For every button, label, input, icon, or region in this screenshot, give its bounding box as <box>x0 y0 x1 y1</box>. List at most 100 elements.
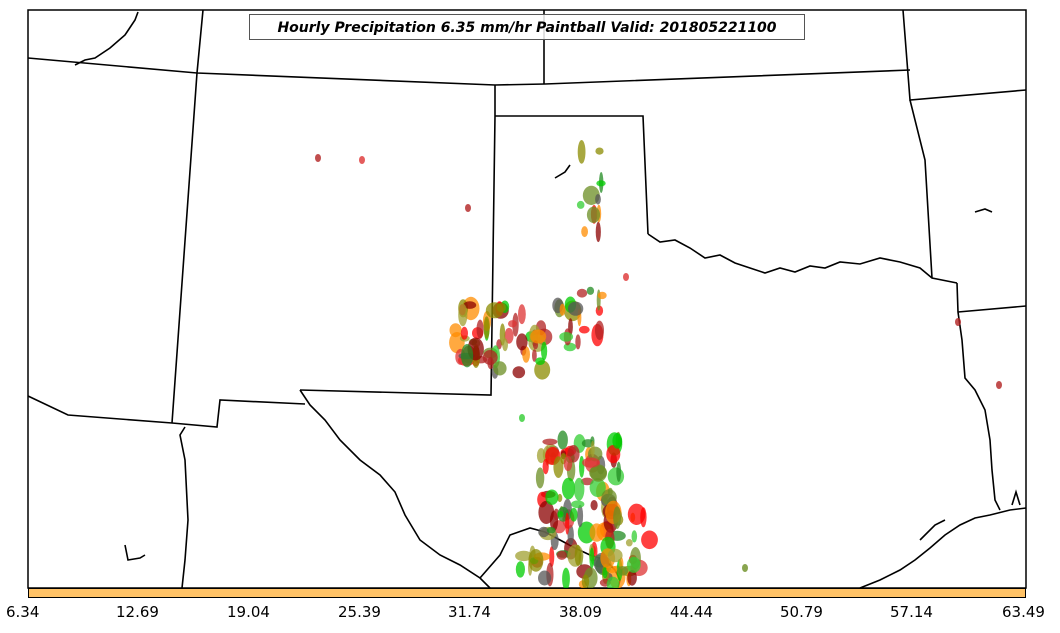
precip-blob <box>595 194 601 205</box>
precip-blob <box>574 544 582 566</box>
precip-blob <box>640 507 647 528</box>
precip-blob <box>487 357 494 370</box>
rio-grande <box>299 389 491 589</box>
precip-blob <box>580 477 594 486</box>
precip-blob <box>493 361 507 376</box>
precipitation-blobs <box>315 140 1002 592</box>
precip-blob <box>613 506 621 529</box>
border-nm-south <box>27 395 306 428</box>
precip-blob <box>512 366 526 379</box>
precip-blob <box>567 524 574 546</box>
precip-blob <box>631 530 638 543</box>
precip-blob <box>461 344 474 368</box>
precip-blob <box>607 548 623 563</box>
precip-blob <box>582 457 600 468</box>
colorbar-tick-3: 25.39 <box>338 603 381 621</box>
precip-blob <box>606 576 620 592</box>
precip-blob <box>518 304 526 325</box>
precip-blob <box>559 303 566 316</box>
precip-blob <box>606 445 621 464</box>
precip-blob <box>570 507 578 522</box>
precip-blob <box>535 467 545 489</box>
precip-blob <box>516 333 528 351</box>
colorbar-tick-2: 19.04 <box>227 603 270 621</box>
precip-blob <box>563 455 573 472</box>
precip-blob <box>577 504 584 528</box>
colorbar-tick-8: 57.14 <box>890 603 933 621</box>
precip-blob <box>567 301 584 316</box>
precip-blob <box>595 221 601 243</box>
precip-blob <box>565 512 570 535</box>
precip-blob <box>597 291 607 300</box>
precip-blob <box>557 511 564 518</box>
precip-blob <box>581 574 590 589</box>
precip-blob <box>595 320 604 340</box>
precip-blob <box>617 566 629 576</box>
precip-blob <box>559 332 574 342</box>
precip-blob <box>641 530 658 550</box>
precip-blob <box>508 320 517 328</box>
precip-blob <box>553 508 560 521</box>
precip-blob <box>458 303 468 327</box>
colorbar-tick-1: 12.69 <box>116 603 159 621</box>
precip-blob <box>571 500 585 509</box>
precip-blob <box>542 459 549 475</box>
precip-blob <box>623 273 629 281</box>
border-co-wy-vertical <box>171 9 204 424</box>
precip-blob <box>359 156 365 164</box>
precip-blob <box>557 493 563 503</box>
precip-blob <box>626 556 641 573</box>
coast-detail-4 <box>124 544 146 561</box>
precip-blob <box>515 550 533 562</box>
precip-blob <box>596 180 606 187</box>
map-frame <box>27 9 1027 589</box>
gulf-coast <box>859 507 1027 589</box>
precip-blob <box>589 465 607 481</box>
precip-blob <box>578 325 590 334</box>
colorbar <box>28 588 1026 598</box>
precip-blob <box>541 342 548 361</box>
red-river <box>647 233 958 284</box>
precip-blob <box>576 200 585 209</box>
precip-blob <box>463 301 477 309</box>
colorbar-tick-5: 38.09 <box>559 603 602 621</box>
precip-blob <box>595 147 604 155</box>
precip-blob <box>515 561 526 578</box>
precip-blob <box>557 430 568 450</box>
precip-blob <box>996 381 1002 389</box>
border-ok-west <box>299 85 496 396</box>
precip-blob <box>607 467 625 486</box>
precip-blob <box>532 349 537 362</box>
colorbar-tick-7: 50.79 <box>780 603 823 621</box>
precip-blob <box>590 440 595 458</box>
precip-blob <box>538 570 552 586</box>
precip-blob <box>742 564 748 572</box>
precip-blob <box>522 346 530 363</box>
precip-blob <box>534 360 551 380</box>
precip-blob <box>542 438 558 445</box>
precip-blob <box>465 204 471 212</box>
colorbar-tick-0: 6.34 <box>6 603 40 621</box>
border-ok-north <box>495 115 649 235</box>
precip-blob <box>602 567 608 579</box>
precip-blob <box>616 461 622 482</box>
lake-detail-1 <box>554 164 571 179</box>
precip-blob <box>575 334 581 350</box>
precip-blob <box>556 550 567 560</box>
precip-blob <box>483 316 490 339</box>
precip-blob <box>519 414 525 422</box>
precip-blob <box>460 326 468 340</box>
colorbar-tick-4: 31.74 <box>448 603 491 621</box>
precip-blob <box>955 318 961 326</box>
precip-blob <box>561 477 576 500</box>
precip-blob <box>549 546 555 568</box>
precip-blob <box>553 456 564 478</box>
border-ar <box>909 99 933 279</box>
border-az-nm <box>179 426 189 589</box>
precip-blob <box>586 286 595 295</box>
border-ar-la <box>957 305 1027 313</box>
precip-blob <box>538 526 550 538</box>
precip-blob <box>590 500 598 511</box>
precip-blob <box>576 288 588 298</box>
